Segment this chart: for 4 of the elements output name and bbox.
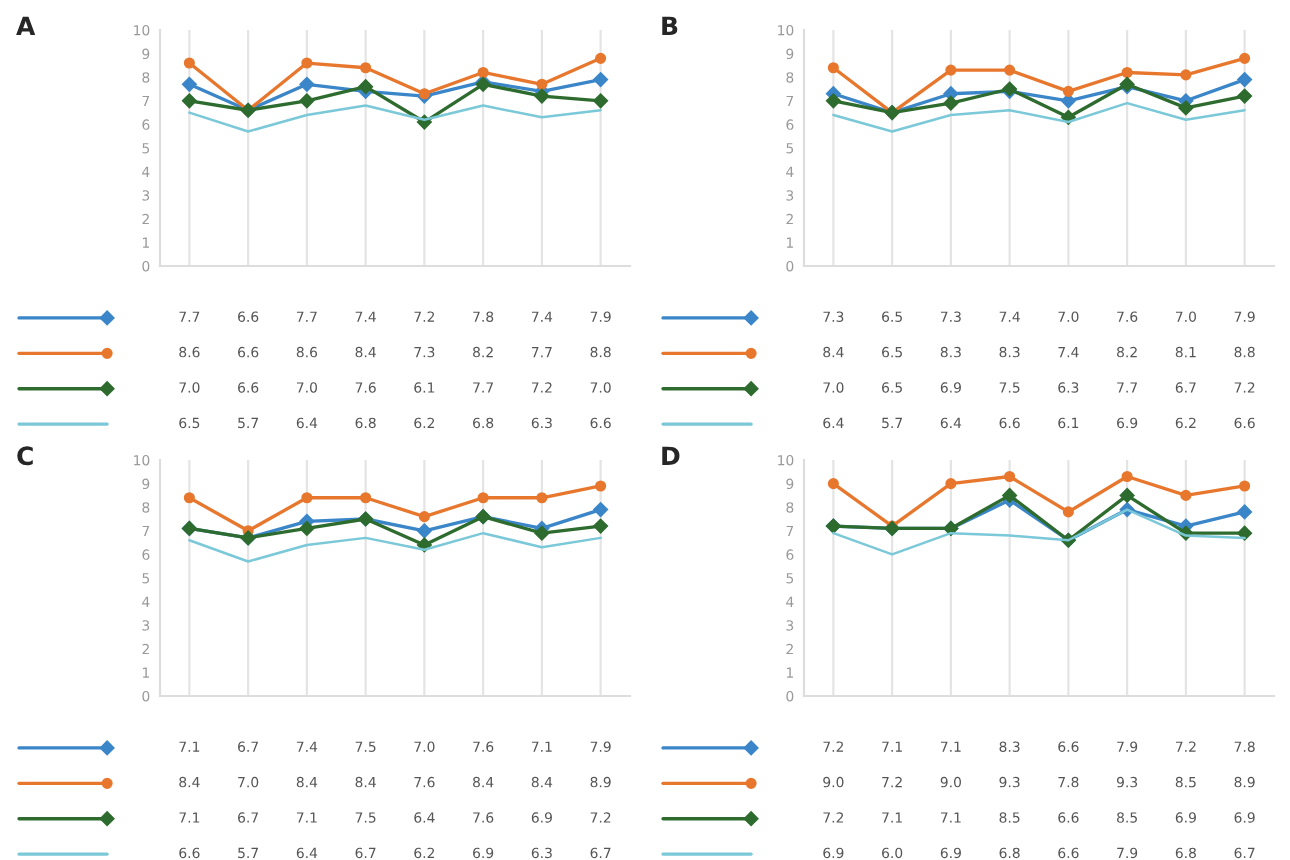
chart-title: C	[17, 446, 33, 466]
chart-title: B	[662, 16, 678, 35]
chart-title: A	[16, 16, 36, 35]
chart-title: D	[662, 446, 680, 465]
